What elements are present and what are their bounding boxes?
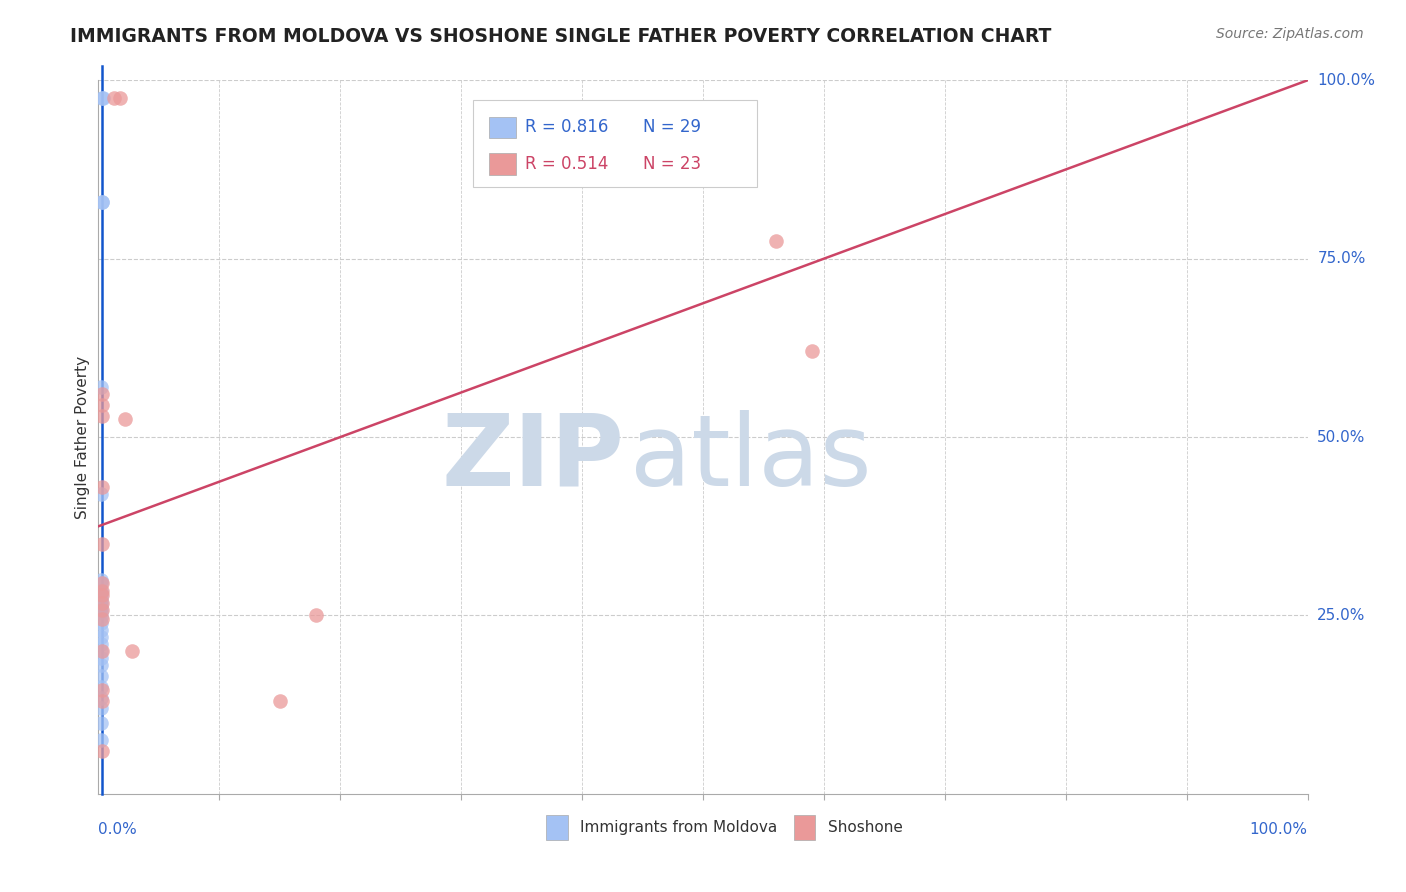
Point (90, 680, 112, 694)
Point (90, 380, 112, 394)
Text: 0.0%: 0.0% (98, 822, 138, 838)
Text: Source: ZipAtlas.com: Source: ZipAtlas.com (1216, 27, 1364, 41)
Point (305, 608, 328, 623)
FancyBboxPatch shape (489, 117, 516, 138)
Point (103, 91, 125, 105)
Text: Immigrants from Moldova: Immigrants from Moldova (579, 820, 778, 835)
Text: 50.0%: 50.0% (1317, 430, 1365, 444)
FancyBboxPatch shape (546, 815, 568, 840)
Point (91, 537, 114, 551)
Point (90, 651, 112, 665)
Point (91, 91, 114, 105)
Point (91, 91, 114, 105)
Point (90, 630, 112, 644)
Point (90, 601, 112, 615)
Point (91, 194, 114, 209)
Point (800, 344, 823, 359)
Point (90, 594, 112, 608)
Text: atlas: atlas (630, 410, 872, 507)
Point (91, 612, 114, 626)
Point (91, 409, 114, 423)
Point (90, 623, 112, 637)
Point (90, 658, 112, 673)
Point (90, 615, 112, 630)
Point (91, 576, 114, 591)
Text: 100.0%: 100.0% (1250, 822, 1308, 838)
Point (90, 701, 112, 715)
FancyBboxPatch shape (474, 100, 758, 187)
Text: IMMIGRANTS FROM MOLDOVA VS SHOSHONE SINGLE FATHER POVERTY CORRELATION CHART: IMMIGRANTS FROM MOLDOVA VS SHOSHONE SING… (70, 27, 1052, 45)
Point (108, 91, 131, 105)
Point (90, 733, 112, 747)
Point (90, 587, 112, 601)
Point (91, 398, 114, 412)
Point (91, 387, 114, 401)
Point (91, 694, 114, 708)
Text: R = 0.816: R = 0.816 (526, 119, 609, 136)
Point (90, 576, 112, 591)
Point (90, 669, 112, 683)
Point (765, 234, 787, 248)
Point (90, 583, 112, 598)
Point (269, 694, 291, 708)
Point (90, 637, 112, 651)
Text: 25.0%: 25.0% (1317, 608, 1365, 623)
Text: Shoshone: Shoshone (828, 820, 903, 835)
Point (90, 610, 112, 624)
Point (91, 583, 114, 598)
FancyBboxPatch shape (489, 153, 516, 175)
Point (90, 715, 112, 730)
Point (692, 166, 714, 180)
Point (90, 598, 112, 612)
Point (114, 412, 136, 426)
Point (91, 589, 114, 603)
Point (90, 644, 112, 658)
Point (90, 591, 112, 605)
Point (121, 644, 143, 658)
Point (90, 573, 112, 587)
Y-axis label: Single Father Poverty: Single Father Poverty (75, 356, 90, 518)
Point (91, 683, 114, 698)
FancyBboxPatch shape (793, 815, 815, 840)
Text: 75.0%: 75.0% (1317, 252, 1365, 266)
Point (90, 690, 112, 705)
Point (91, 194, 114, 209)
Point (91, 596, 114, 610)
Point (91, 744, 114, 758)
Point (91, 603, 114, 617)
Text: ZIP: ZIP (441, 410, 624, 507)
Point (91, 480, 114, 494)
Text: R = 0.514: R = 0.514 (526, 155, 609, 173)
Point (90, 605, 112, 619)
Text: N = 23: N = 23 (643, 155, 700, 173)
Point (91, 644, 114, 658)
Text: 100.0%: 100.0% (1317, 73, 1375, 87)
Point (90, 487, 112, 501)
Text: N = 29: N = 29 (643, 119, 700, 136)
